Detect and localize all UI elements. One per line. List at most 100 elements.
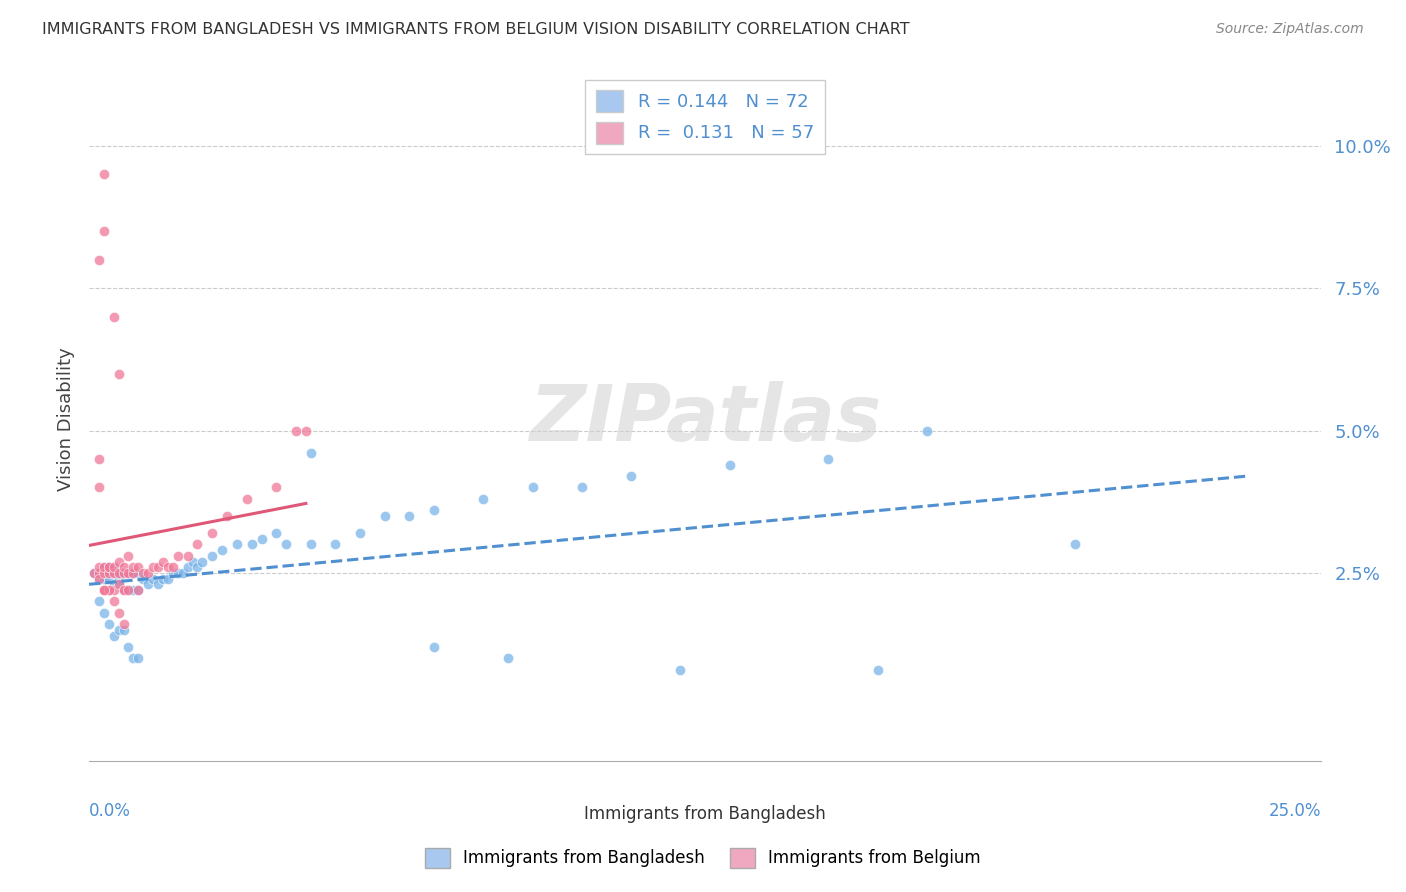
Point	[266, 480, 288, 494]
Point	[132, 572, 155, 586]
Point	[93, 566, 115, 580]
Legend: R = 0.144   N = 72, R =  0.131   N = 57: R = 0.144 N = 72, R = 0.131 N = 57	[585, 79, 825, 154]
Point	[87, 566, 110, 580]
Point	[97, 582, 120, 597]
Point	[93, 606, 115, 620]
Point	[112, 566, 135, 580]
Point	[146, 560, 169, 574]
Point	[117, 566, 139, 580]
Text: Immigrants from Bangladesh: Immigrants from Bangladesh	[583, 805, 825, 823]
Point	[93, 582, 115, 597]
Point	[325, 537, 347, 551]
Point	[181, 554, 204, 568]
Point	[201, 549, 224, 563]
Point	[162, 560, 184, 574]
Point	[97, 560, 120, 574]
Point	[472, 491, 495, 506]
Point	[112, 582, 135, 597]
Point	[107, 554, 129, 568]
Point	[93, 566, 115, 580]
Point	[87, 452, 110, 467]
Point	[718, 458, 741, 472]
Point	[83, 566, 105, 580]
Point	[87, 560, 110, 574]
Point	[146, 577, 169, 591]
Point	[127, 566, 149, 580]
Point	[112, 582, 135, 597]
Text: Source: ZipAtlas.com: Source: ZipAtlas.com	[1216, 22, 1364, 37]
Point	[127, 560, 149, 574]
Point	[122, 566, 145, 580]
Point	[276, 537, 298, 551]
Point	[97, 566, 120, 580]
Point	[496, 651, 519, 665]
Legend: Immigrants from Bangladesh, Immigrants from Belgium: Immigrants from Bangladesh, Immigrants f…	[419, 841, 987, 875]
Point	[112, 623, 135, 637]
Point	[97, 572, 120, 586]
Point	[191, 554, 214, 568]
Point	[117, 582, 139, 597]
Point	[87, 594, 110, 608]
Point	[122, 566, 145, 580]
Point	[423, 640, 446, 654]
Point	[176, 549, 198, 563]
Point	[103, 577, 125, 591]
Point	[87, 572, 110, 586]
Point	[117, 549, 139, 563]
Point	[117, 582, 139, 597]
Point	[103, 628, 125, 642]
Point	[112, 582, 135, 597]
Point	[93, 582, 115, 597]
Point	[866, 663, 889, 677]
Point	[136, 577, 159, 591]
Point	[103, 582, 125, 597]
Point	[103, 560, 125, 574]
Point	[349, 526, 371, 541]
Point	[87, 480, 110, 494]
Point	[87, 566, 110, 580]
Point	[107, 577, 129, 591]
Point	[103, 560, 125, 574]
Point	[620, 469, 643, 483]
Point	[122, 560, 145, 574]
Point	[93, 167, 115, 181]
Point	[93, 224, 115, 238]
Point	[152, 554, 174, 568]
Text: IMMIGRANTS FROM BANGLADESH VS IMMIGRANTS FROM BELGIUM VISION DISABILITY CORRELAT: IMMIGRANTS FROM BANGLADESH VS IMMIGRANTS…	[42, 22, 910, 37]
Point	[152, 572, 174, 586]
Point	[93, 560, 115, 574]
Point	[211, 543, 233, 558]
Point	[522, 480, 544, 494]
Point	[374, 508, 396, 523]
Point	[103, 594, 125, 608]
Point	[83, 566, 105, 580]
Point	[112, 566, 135, 580]
Point	[285, 424, 308, 438]
Point	[166, 566, 188, 580]
Point	[103, 566, 125, 580]
Point	[107, 577, 129, 591]
Point	[236, 491, 259, 506]
Point	[93, 582, 115, 597]
Point	[127, 582, 149, 597]
Point	[142, 572, 165, 586]
Point	[156, 572, 179, 586]
Point	[107, 566, 129, 580]
Point	[107, 572, 129, 586]
Point	[176, 560, 198, 574]
Point	[93, 560, 115, 574]
Point	[127, 651, 149, 665]
Point	[166, 549, 188, 563]
Point	[186, 560, 208, 574]
Point	[97, 566, 120, 580]
Point	[201, 526, 224, 541]
Point	[225, 537, 247, 551]
Point	[186, 537, 208, 551]
Point	[240, 537, 263, 551]
Point	[107, 367, 129, 381]
Point	[215, 508, 238, 523]
Point	[117, 566, 139, 580]
Point	[295, 424, 318, 438]
Point	[117, 640, 139, 654]
Point	[107, 606, 129, 620]
